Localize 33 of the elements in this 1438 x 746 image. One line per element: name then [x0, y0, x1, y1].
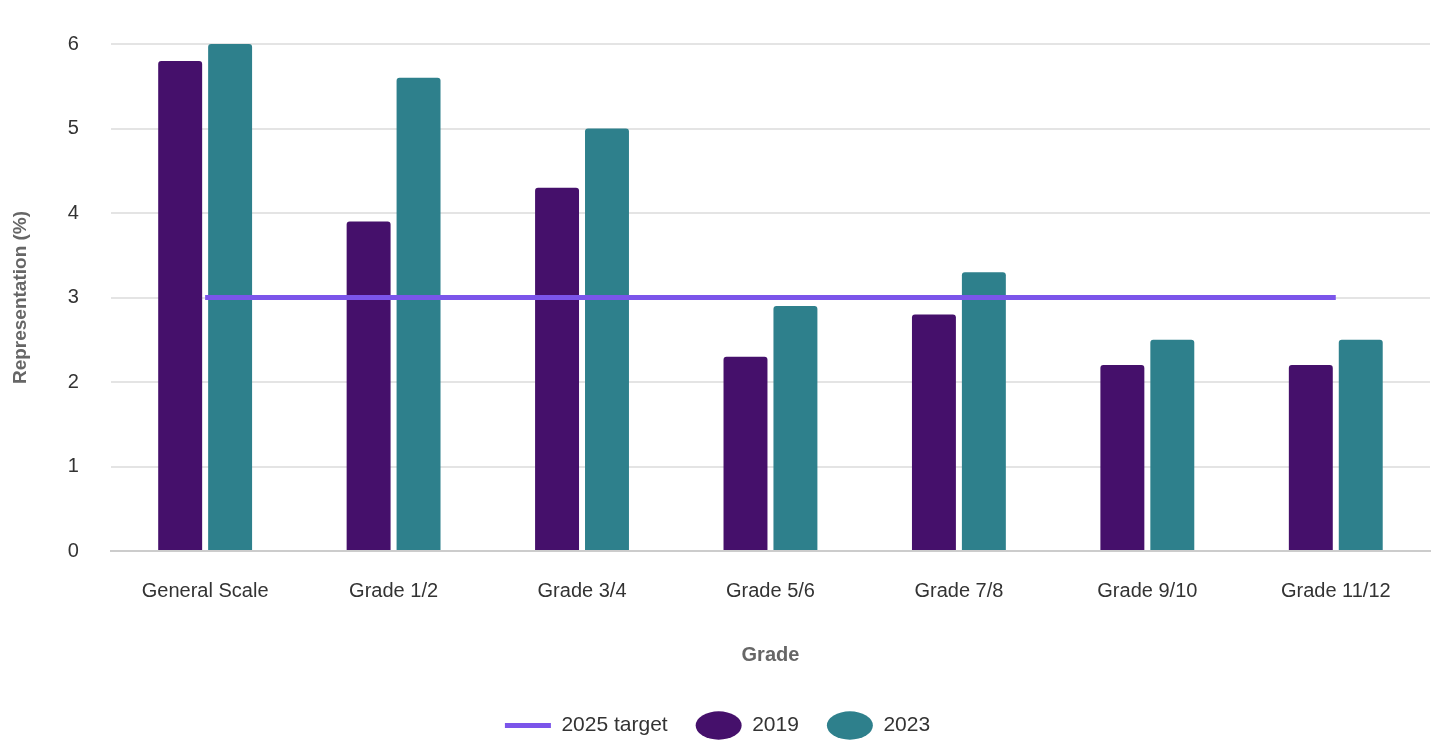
y-tick-label: 3 [67, 285, 79, 308]
y-tick-label: 2 [67, 369, 79, 392]
legend-label: 2019 [752, 712, 799, 736]
y-tick-label: 4 [67, 200, 79, 223]
bar [911, 314, 956, 550]
bar [1288, 365, 1333, 550]
y-tick-label: 0 [67, 538, 79, 561]
bar [961, 272, 1006, 550]
y-axis-title: Representation (%) [8, 210, 30, 385]
y-tick-label: 5 [67, 116, 79, 139]
bar [1150, 339, 1195, 550]
y-tick-label: 1 [67, 454, 79, 477]
x-tick-label: Grade 1/2 [349, 578, 439, 601]
x-tick-label: General Scale [141, 578, 269, 601]
x-tick-label: Grade 11/12 [1280, 578, 1391, 601]
bar [396, 77, 441, 550]
x-tick-label: Grade 5/6 [725, 578, 815, 601]
bar [535, 187, 580, 550]
bar [585, 128, 629, 550]
x-tick-label: Grade 7/8 [914, 578, 1004, 601]
bar [346, 221, 391, 550]
bar [723, 356, 768, 550]
bar [773, 305, 818, 550]
legend-label: 2025 target [561, 712, 668, 736]
bar [158, 60, 203, 550]
bar [1100, 365, 1145, 550]
x-axis-title: Grade [741, 642, 800, 665]
x-tick-label: Grade 3/4 [537, 578, 627, 601]
x-tick-label: Grade 9/10 [1097, 578, 1198, 601]
legend-label: 2023 [883, 712, 931, 736]
bar [208, 44, 253, 550]
y-tick-label: 6 [67, 31, 79, 54]
bar [1338, 339, 1383, 550]
